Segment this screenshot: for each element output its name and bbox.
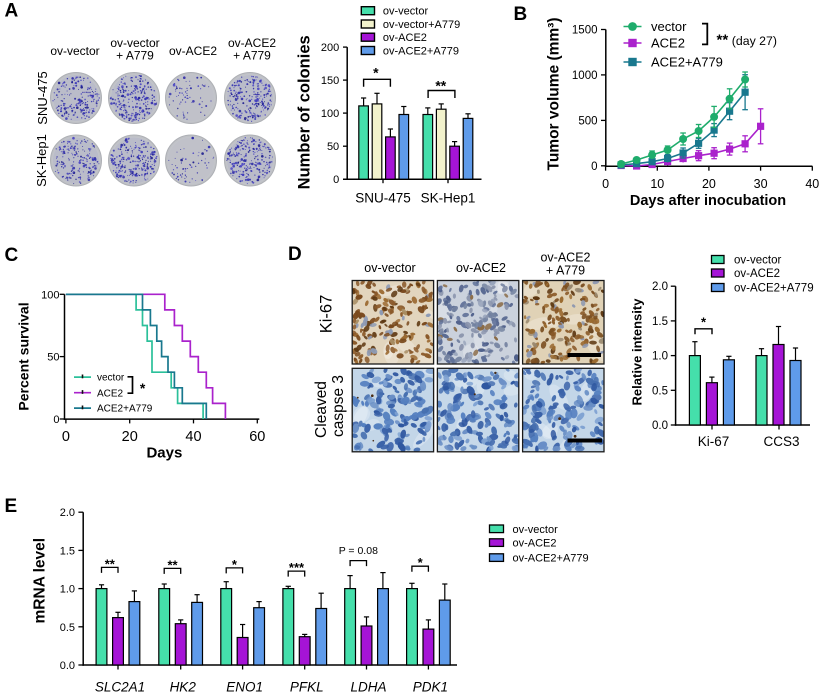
svg-text:ov-vector: ov-vector: [513, 524, 559, 536]
svg-text:ENO1: ENO1: [226, 680, 263, 695]
svg-text:Number of colonies: Number of colonies: [296, 35, 314, 189]
svg-text:**: **: [717, 32, 729, 49]
svg-text:Days: Days: [146, 445, 182, 462]
svg-text:**: **: [167, 557, 178, 572]
svg-text:ov-ACE2: ov-ACE2: [513, 538, 557, 550]
svg-text:ACE2+A779: ACE2+A779: [97, 404, 153, 415]
svg-text:E: E: [5, 496, 18, 517]
svg-text:ACE2: ACE2: [97, 388, 124, 399]
svg-text:ov-vector: ov-vector: [364, 261, 415, 275]
svg-text:vector: vector: [651, 19, 687, 34]
svg-text:P = 0.08: P = 0.08: [339, 545, 378, 557]
svg-text:40: 40: [185, 429, 201, 445]
svg-text:ov-vector+A779: ov-vector+A779: [383, 19, 460, 31]
svg-text:Tumor volume (mm³): Tumor volume (mm³): [546, 18, 563, 171]
svg-text:CCS3: CCS3: [763, 434, 799, 449]
svg-text:*: *: [701, 315, 707, 330]
svg-text:ov-vector: ov-vector: [383, 6, 429, 18]
svg-text:ov-vector: ov-vector: [50, 44, 99, 58]
svg-text:SNU-475: SNU-475: [35, 71, 50, 124]
svg-text:30: 30: [754, 177, 768, 191]
svg-text:ov-ACE2: ov-ACE2: [383, 32, 427, 44]
svg-text:HK2: HK2: [170, 680, 197, 695]
svg-text:10: 10: [650, 177, 664, 191]
svg-text:*: *: [232, 557, 238, 572]
svg-text:PFKL: PFKL: [290, 680, 324, 695]
svg-text:100: 100: [41, 289, 59, 301]
svg-text:20: 20: [702, 177, 716, 191]
svg-text:0: 0: [333, 174, 339, 186]
svg-text:+ A779: + A779: [233, 49, 271, 63]
svg-text:+ A779: + A779: [546, 264, 585, 278]
svg-text:Percent survival: Percent survival: [16, 302, 32, 410]
svg-text:Cleaved: Cleaved: [313, 381, 330, 438]
svg-text:Ki-67: Ki-67: [318, 295, 336, 334]
svg-text:SNU-475: SNU-475: [355, 191, 411, 206]
svg-text:1000: 1000: [572, 70, 598, 82]
svg-text:ov-vector: ov-vector: [734, 255, 781, 267]
svg-text:(day 27): (day 27): [732, 34, 777, 48]
svg-text:1.0: 1.0: [60, 584, 75, 596]
svg-text:Ki-67: Ki-67: [698, 434, 730, 449]
svg-text:vector: vector: [97, 373, 125, 384]
svg-text:1.0: 1.0: [652, 351, 668, 363]
svg-text:0.0: 0.0: [60, 660, 75, 672]
svg-text:mRNA level: mRNA level: [32, 538, 49, 624]
svg-text:Days after inocubation: Days after inocubation: [630, 193, 786, 209]
svg-text:50: 50: [47, 352, 59, 364]
svg-text:D: D: [288, 244, 302, 265]
svg-text:1500: 1500: [572, 25, 598, 37]
svg-text:150: 150: [321, 75, 339, 87]
svg-text:ov-ACE2: ov-ACE2: [456, 261, 506, 275]
svg-text:ov-ACE2+A779: ov-ACE2+A779: [734, 283, 814, 295]
svg-text:*: *: [373, 65, 379, 81]
svg-text:0: 0: [591, 161, 597, 173]
svg-text:ACE2: ACE2: [651, 36, 685, 51]
svg-text:0: 0: [62, 429, 70, 445]
svg-text:60: 60: [249, 429, 265, 445]
svg-text:ov-ACE2+A779: ov-ACE2+A779: [513, 553, 589, 565]
svg-text:500: 500: [578, 115, 597, 127]
svg-text:0: 0: [53, 414, 59, 426]
svg-text:*: *: [418, 555, 424, 570]
svg-text:**: **: [435, 78, 446, 94]
svg-text:2.0: 2.0: [60, 507, 75, 519]
svg-text:20: 20: [122, 429, 138, 445]
svg-text:ACE2+A779: ACE2+A779: [651, 55, 723, 70]
svg-text:+ A779: + A779: [116, 49, 154, 63]
svg-text:ov-ACE2: ov-ACE2: [228, 36, 276, 50]
svg-text:caspse 3: caspse 3: [330, 375, 347, 437]
svg-text:ov-ACE2: ov-ACE2: [540, 251, 590, 265]
svg-text:0.5: 0.5: [60, 622, 75, 634]
svg-text:ov-ACE2: ov-ACE2: [734, 268, 780, 280]
svg-text:0.5: 0.5: [652, 385, 668, 397]
svg-text:ov-vector: ov-vector: [110, 36, 159, 50]
svg-text:1.5: 1.5: [60, 545, 75, 557]
svg-text:SLC2A1: SLC2A1: [95, 680, 145, 695]
svg-text:**: **: [105, 556, 116, 571]
svg-text:2.0: 2.0: [652, 281, 668, 293]
svg-text:0: 0: [602, 177, 609, 191]
svg-text:C: C: [5, 245, 19, 266]
svg-text:40: 40: [805, 177, 819, 191]
svg-text:LDHA: LDHA: [350, 680, 386, 695]
svg-text:1.5: 1.5: [652, 316, 668, 328]
svg-text:100: 100: [321, 108, 339, 120]
svg-text:A: A: [5, 1, 19, 22]
svg-text:0.0: 0.0: [652, 420, 668, 432]
svg-text:50: 50: [327, 141, 339, 153]
svg-text:SK-Hep1: SK-Hep1: [34, 134, 49, 187]
svg-text:ov-ACE2: ov-ACE2: [169, 44, 217, 58]
svg-text:Relative intensity: Relative intensity: [629, 298, 644, 406]
svg-text:ov-ACE2+A779: ov-ACE2+A779: [383, 45, 459, 57]
svg-text:200: 200: [321, 42, 339, 54]
svg-text:***: ***: [289, 560, 305, 575]
svg-text:SK-Hep1: SK-Hep1: [421, 191, 476, 206]
svg-text:PDK1: PDK1: [413, 680, 448, 695]
svg-text:*: *: [140, 380, 146, 396]
svg-text:B: B: [514, 4, 528, 25]
